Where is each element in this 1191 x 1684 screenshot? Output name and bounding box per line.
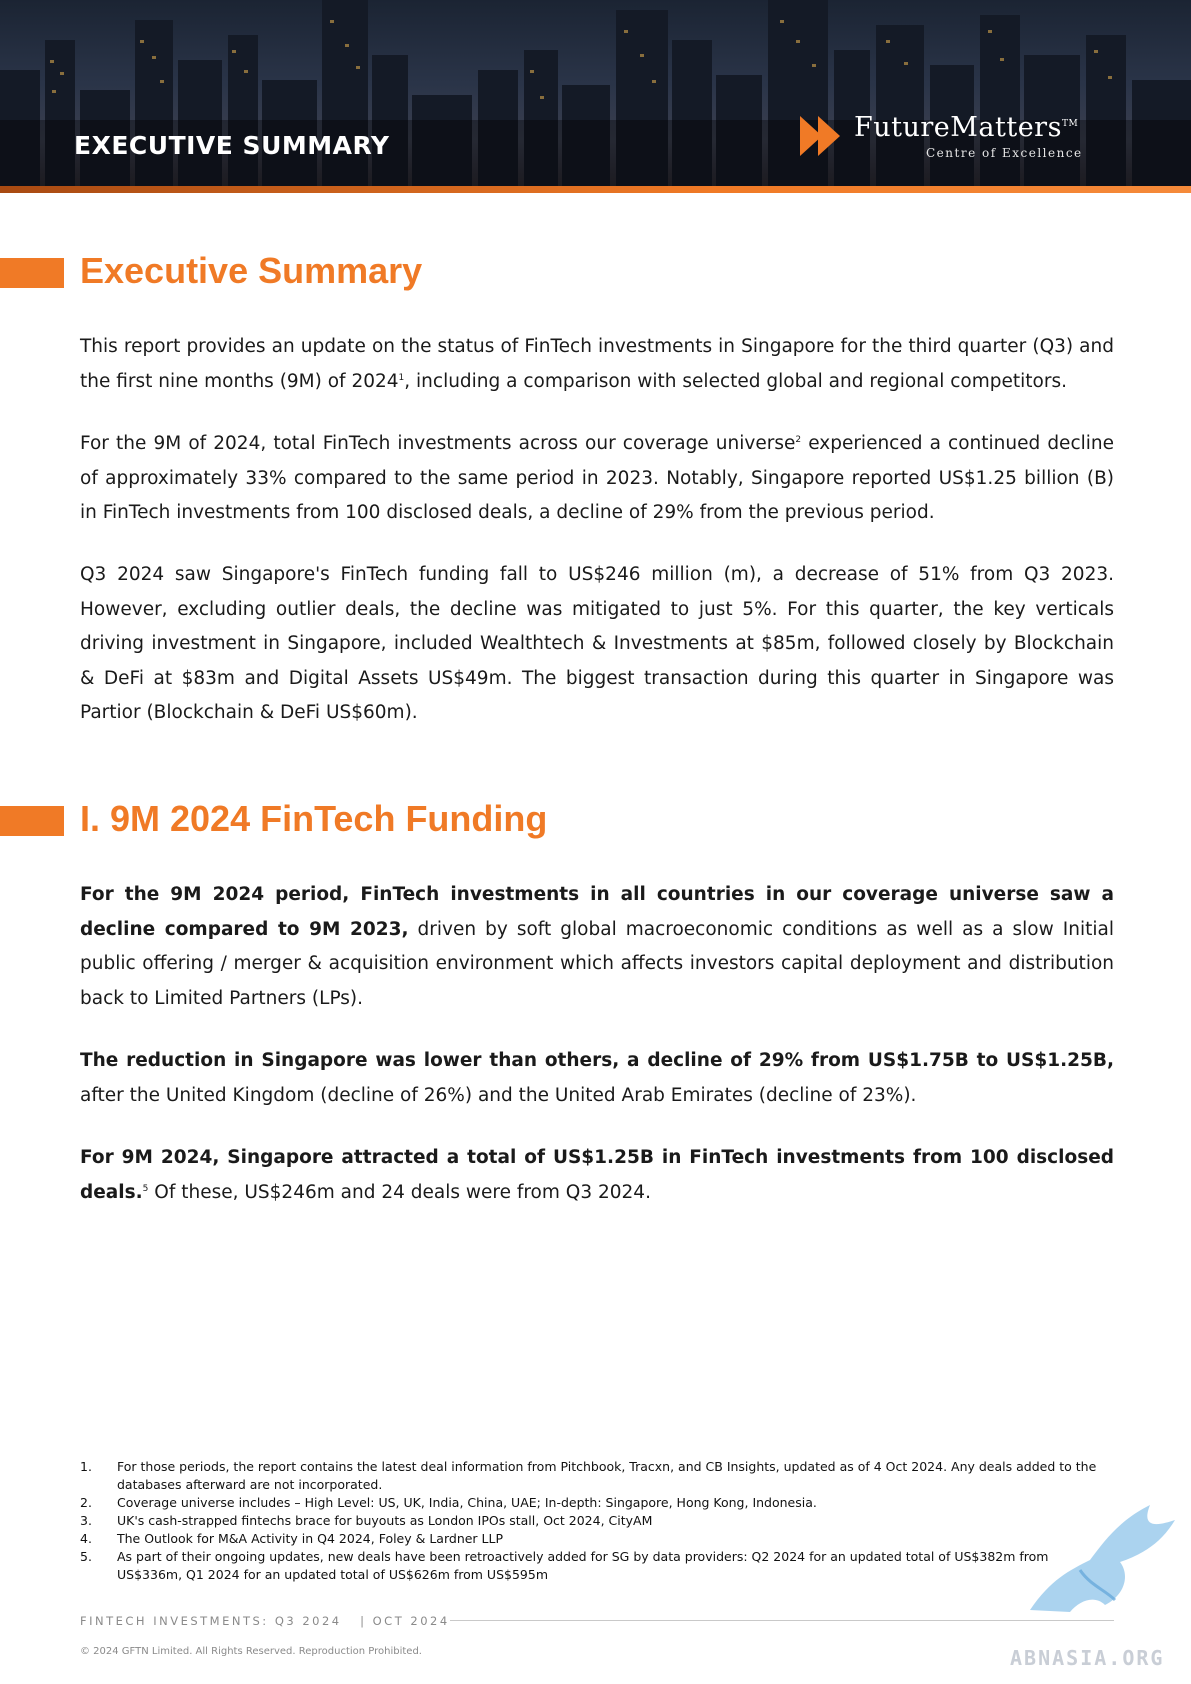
paragraph: This report provides an update on the st… <box>80 330 1114 399</box>
paragraph: For the 9M 2024 period, FinTech investme… <box>80 878 1114 1016</box>
footnotes-list: 1. For those periods, the report contains… <box>80 1458 1114 1584</box>
fast-forward-logo-icon <box>800 116 844 156</box>
paragraph: Q3 2024 saw Singapore's FinTech funding … <box>80 558 1114 731</box>
copyright-notice: © 2024 GFTN Limited. All Rights Reserved… <box>80 1646 422 1657</box>
paragraph: For the 9M of 2024, total FinTech invest… <box>80 427 1114 531</box>
brand-subtitle: Centre of Excellence <box>926 146 1083 160</box>
footnote-item: 1. For those periods, the report contains… <box>80 1458 1114 1494</box>
footnote-item: 4. The Outlook for M&A Activity in Q4 202… <box>80 1530 1114 1548</box>
header-accent-band <box>0 186 1191 193</box>
footnote-item: 3. UK's cash-strapped fintechs brace for … <box>80 1512 1114 1530</box>
brand-logo: FutureMattersTM Centre of Excellence <box>800 112 1120 172</box>
section-marker <box>0 806 64 836</box>
section-marker <box>0 258 64 288</box>
watermark-text: ABNASIA.ORG <box>1010 1646 1164 1670</box>
paragraph: For 9M 2024, Singapore attracted a total… <box>80 1141 1114 1210</box>
footer-report-title: FINTECH INVESTMENTS: Q3 2024 | OCT 2024 <box>80 1614 450 1628</box>
footnote-item: 2. Coverage universe includes – High Leve… <box>80 1494 1114 1512</box>
section-heading-fintech-funding: I. 9M 2024 FinTech Funding <box>80 798 547 840</box>
dragon-watermark-icon <box>1010 1500 1180 1620</box>
header-section-label: EXECUTIVE SUMMARY <box>74 131 389 160</box>
brand-name: FutureMattersTM <box>854 112 1078 143</box>
header-banner: EXECUTIVE SUMMARY FutureMattersTM Centre… <box>0 0 1191 186</box>
section-heading-executive-summary: Executive Summary <box>80 250 422 292</box>
footnote-item: 5. As part of their ongoing updates, new … <box>80 1548 1114 1584</box>
paragraph: The reduction in Singapore was lower tha… <box>80 1044 1114 1113</box>
